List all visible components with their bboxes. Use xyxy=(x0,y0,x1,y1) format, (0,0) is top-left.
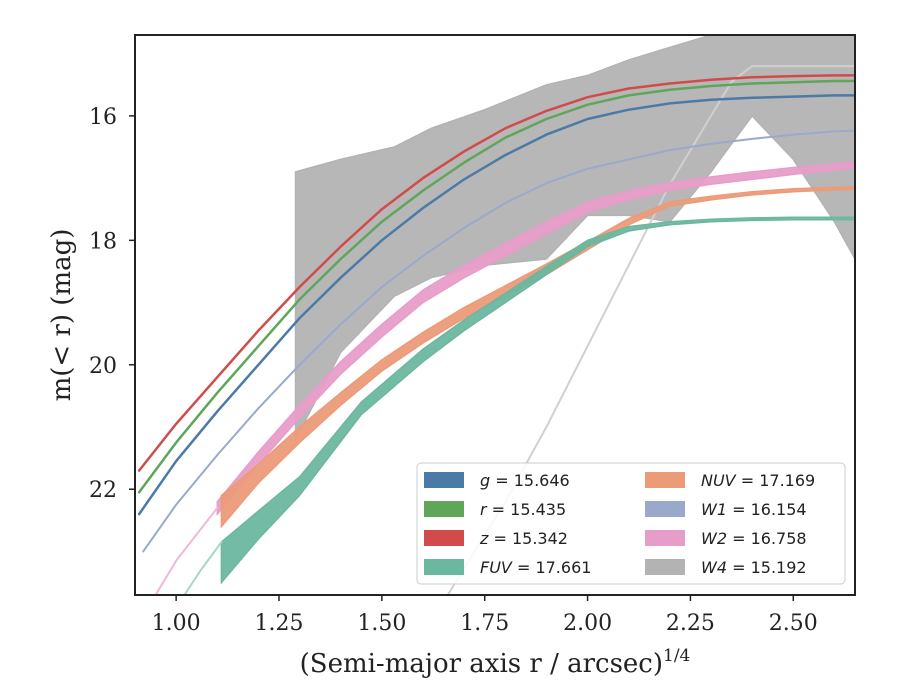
legend-band-value: = 16.154 xyxy=(727,500,807,519)
legend-swatch xyxy=(424,501,464,517)
x-tick-label: 1.25 xyxy=(255,611,304,636)
y-tick-label: 18 xyxy=(89,229,117,254)
legend-band-name: r xyxy=(480,500,488,519)
legend-label: W4 = 15.192 xyxy=(701,558,807,577)
series-fuv_ext-line xyxy=(183,541,223,595)
y-axis-label: m(< r) (mag) xyxy=(47,229,77,402)
legend-label: W2 = 16.758 xyxy=(701,529,807,548)
legend-band-value: = 16.758 xyxy=(727,529,807,548)
legend-label: NUV = 17.169 xyxy=(701,471,815,490)
y-axis: 16 18 20 22 xyxy=(89,105,135,503)
legend-band-value: = 17.661 xyxy=(512,558,592,577)
legend-band-value: = 15.646 xyxy=(490,471,570,490)
series-layer xyxy=(137,35,855,595)
x-tick-label: 1.00 xyxy=(152,611,201,636)
legend-band-value: = 15.435 xyxy=(487,500,567,519)
legend-band-name: g xyxy=(480,471,490,490)
legend-band-value: = 15.192 xyxy=(727,558,807,577)
legend-label: FUV = 17.661 xyxy=(480,558,591,577)
x-axis-label: (Semi-major axis r / arcsec)1/4 xyxy=(300,646,691,679)
legend-band-name: W1 xyxy=(701,500,727,519)
legend-swatch xyxy=(645,472,685,488)
x-tick-label: 2.25 xyxy=(666,611,715,636)
legend-label: r = 15.435 xyxy=(480,500,566,519)
x-tick-label: 1.50 xyxy=(357,611,406,636)
legend-band-name: FUV xyxy=(480,558,513,577)
legend-band-name: W2 xyxy=(701,529,727,548)
x-tick-label: 2.00 xyxy=(563,611,612,636)
x-axis: 1.00 1.25 1.50 1.75 2.00 2.25 2.50 xyxy=(152,595,818,636)
x-axis-label-main: (Semi-major axis r / arcsec) xyxy=(300,649,663,679)
y-tick-label: 20 xyxy=(89,354,117,379)
y-tick-label: 16 xyxy=(89,105,117,130)
series-w2_ext-line xyxy=(154,506,219,595)
legend-swatch xyxy=(645,501,685,517)
legend-frame xyxy=(416,462,846,585)
legend-label: W1 = 16.154 xyxy=(701,500,807,519)
legend-swatch xyxy=(424,530,464,546)
series-w1-line xyxy=(142,129,855,553)
series-w2-band xyxy=(216,161,855,517)
series-g-line xyxy=(137,94,855,516)
legend-swatch xyxy=(645,559,685,575)
legend-label: z = 15.342 xyxy=(479,529,568,548)
legend-band-name: NUV xyxy=(701,471,737,490)
x-axis-label-exponent: 1/4 xyxy=(663,646,690,666)
legend-swatch xyxy=(424,472,464,488)
legend-swatch xyxy=(645,530,685,546)
legend-band-value: = 17.169 xyxy=(736,471,816,490)
legend-band-value: = 15.342 xyxy=(488,529,568,548)
y-tick-label: 22 xyxy=(89,478,117,503)
series-r-line xyxy=(137,79,855,494)
legend-band-name: z xyxy=(479,529,489,548)
legend-swatch xyxy=(424,559,464,575)
plot-frame xyxy=(134,34,856,596)
x-tick-label: 1.75 xyxy=(460,611,509,636)
series-fuv-band xyxy=(220,216,855,585)
legend-band-name: W4 xyxy=(701,558,727,577)
series-nuv-band xyxy=(220,186,855,529)
series-z-line xyxy=(137,74,855,472)
series-w4-band xyxy=(294,35,855,440)
x-tick-label: 2.50 xyxy=(769,611,818,636)
legend-label: g = 15.646 xyxy=(480,471,570,490)
